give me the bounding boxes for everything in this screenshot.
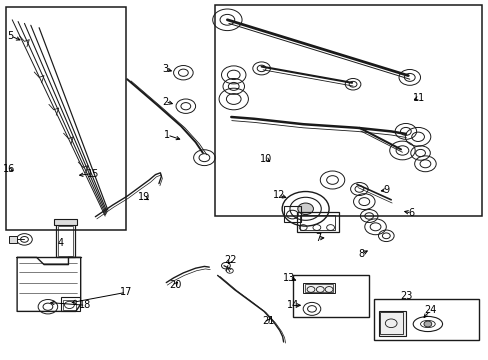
Bar	[303, 283, 334, 293]
Bar	[61, 297, 80, 311]
Text: 23: 23	[400, 291, 412, 301]
Text: 8: 8	[358, 249, 364, 259]
Text: 13: 13	[283, 273, 295, 283]
Text: 6: 6	[408, 208, 414, 218]
Text: 19: 19	[138, 192, 150, 202]
Text: 12: 12	[272, 190, 285, 200]
Bar	[62, 300, 76, 310]
Bar	[283, 206, 300, 222]
Bar	[304, 284, 332, 292]
Text: 4: 4	[58, 238, 64, 248]
Bar	[6, 7, 125, 230]
Circle shape	[297, 203, 313, 215]
Bar	[293, 275, 368, 317]
Bar	[215, 5, 481, 216]
Text: 22: 22	[224, 255, 237, 265]
Bar	[54, 219, 77, 225]
Text: 15: 15	[86, 168, 99, 179]
Text: 24: 24	[423, 305, 436, 315]
Text: 3: 3	[162, 64, 168, 74]
Text: 11: 11	[411, 93, 424, 103]
Bar	[378, 311, 405, 336]
Bar	[299, 215, 334, 230]
Text: 16: 16	[2, 164, 15, 174]
Text: 14: 14	[286, 300, 299, 310]
Text: 18: 18	[79, 300, 92, 310]
Text: 20: 20	[168, 280, 181, 290]
Bar	[380, 312, 402, 334]
Circle shape	[423, 321, 431, 327]
Text: 10: 10	[260, 154, 272, 164]
Bar	[56, 223, 75, 257]
Text: 9: 9	[383, 185, 388, 195]
Text: 1: 1	[164, 130, 170, 140]
Text: 2: 2	[162, 96, 168, 107]
Bar	[9, 236, 17, 243]
Text: 7: 7	[314, 233, 320, 243]
Text: 17: 17	[120, 287, 132, 297]
Bar	[58, 226, 73, 256]
Text: 21: 21	[261, 316, 274, 326]
Bar	[373, 299, 478, 340]
Bar	[297, 212, 338, 232]
Text: 5: 5	[8, 31, 14, 41]
